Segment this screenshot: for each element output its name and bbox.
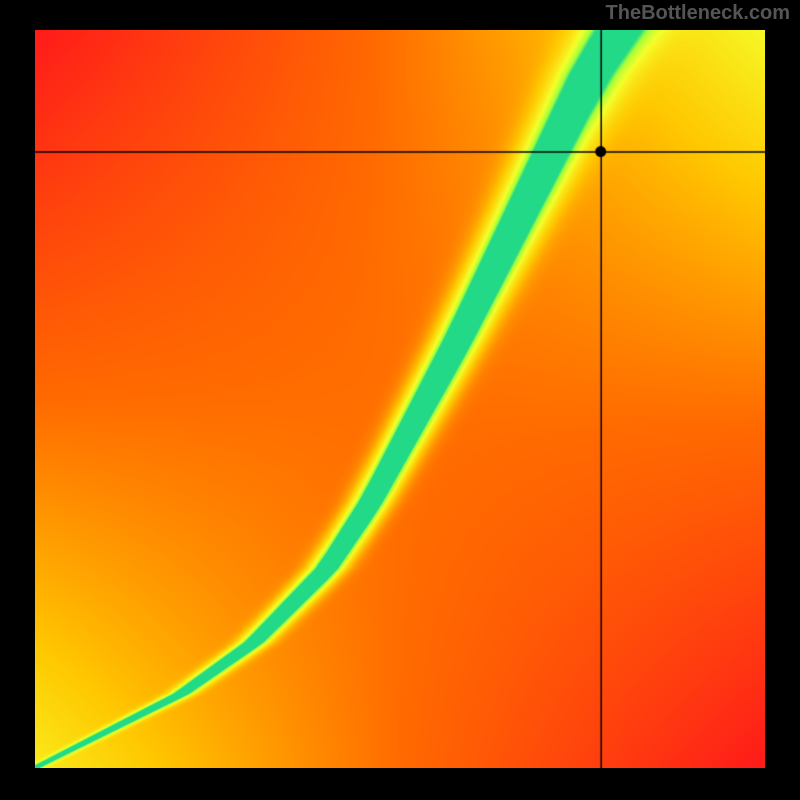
heatmap-canvas xyxy=(35,30,765,768)
chart-frame: TheBottleneck.com xyxy=(0,0,800,800)
watermark-text: TheBottleneck.com xyxy=(606,2,790,25)
